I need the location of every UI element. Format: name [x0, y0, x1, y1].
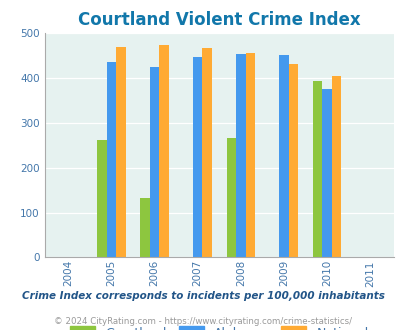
Bar: [322, 89, 331, 257]
Bar: [226, 139, 235, 257]
Text: Crime Index corresponds to incidents per 100,000 inhabitants: Crime Index corresponds to incidents per…: [21, 291, 384, 301]
Text: © 2024 CityRating.com - https://www.cityrating.com/crime-statistics/: © 2024 CityRating.com - https://www.city…: [54, 317, 351, 326]
Bar: [331, 76, 340, 257]
Bar: [149, 67, 159, 257]
Bar: [235, 54, 245, 257]
Bar: [159, 45, 168, 257]
Bar: [192, 57, 202, 257]
Bar: [312, 81, 322, 257]
Bar: [245, 53, 254, 257]
Bar: [140, 198, 149, 257]
Legend: Courtland, Alabama, National: Courtland, Alabama, National: [70, 326, 368, 330]
Title: Courtland Violent Crime Index: Courtland Violent Crime Index: [78, 11, 360, 29]
Bar: [97, 140, 107, 257]
Bar: [116, 47, 126, 257]
Bar: [202, 48, 211, 257]
Bar: [279, 55, 288, 257]
Bar: [107, 62, 116, 257]
Bar: [288, 63, 297, 257]
